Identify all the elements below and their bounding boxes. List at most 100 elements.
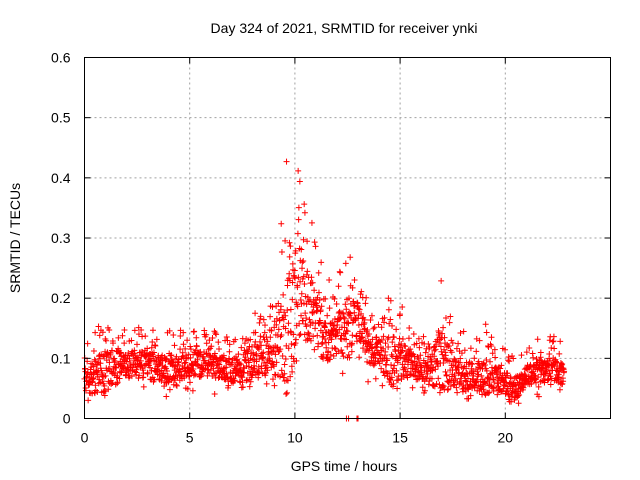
data-point [418, 364, 425, 371]
y-tick-label: 0.5 [51, 110, 71, 126]
data-point [431, 343, 438, 350]
data-point [284, 282, 291, 289]
data-point [428, 375, 435, 382]
data-point [447, 313, 454, 320]
data-point [516, 392, 523, 399]
data-point [271, 371, 278, 378]
data-point [363, 294, 370, 301]
chart-title: Day 324 of 2021, SRMTID for receiver ynk… [211, 20, 478, 36]
data-point [241, 340, 248, 347]
data-point [555, 374, 562, 381]
x-tick-label: 10 [287, 430, 303, 446]
data-point [436, 389, 443, 396]
data-point [406, 325, 413, 332]
data-point [84, 340, 91, 347]
data-point [284, 307, 291, 314]
y-tick-label: 0.6 [51, 50, 71, 66]
data-point [487, 358, 494, 365]
data-point [247, 378, 254, 385]
data-point [360, 321, 367, 328]
data-point [422, 349, 429, 356]
data-point [441, 355, 448, 362]
data-point [301, 281, 308, 288]
data-point [488, 342, 495, 349]
data-point [84, 358, 91, 365]
data-point [292, 275, 299, 282]
data-point [382, 340, 389, 347]
data-point [128, 337, 135, 344]
data-point [312, 325, 319, 332]
data-point [301, 331, 308, 338]
data-point [311, 346, 318, 353]
data-point [261, 329, 268, 336]
data-point [376, 337, 383, 344]
data-point [93, 368, 100, 375]
data-point [415, 355, 422, 362]
data-point [144, 370, 151, 377]
data-point [382, 348, 389, 355]
data-point [191, 328, 198, 335]
data-point [281, 361, 288, 368]
data-point [278, 248, 285, 255]
data-point [368, 357, 375, 364]
x-axis-label: GPS time / hours [291, 458, 398, 474]
data-point [294, 303, 301, 310]
data-point [348, 348, 355, 355]
data-point [287, 373, 294, 380]
data-point [559, 380, 566, 387]
data-point [339, 350, 346, 357]
data-point [556, 350, 563, 357]
data-point [226, 341, 233, 348]
data-point [293, 357, 300, 364]
data-point [306, 332, 313, 339]
data-point [223, 364, 230, 371]
data-point [267, 313, 274, 320]
data-point [286, 239, 293, 246]
data-point [379, 382, 386, 389]
data-point [318, 259, 325, 266]
data-point [289, 260, 296, 267]
data-point [184, 337, 191, 344]
data-point [180, 329, 187, 336]
data-point [341, 315, 348, 322]
data-point [150, 349, 157, 356]
data-point [270, 363, 277, 370]
y-tick-label: 0.4 [51, 170, 71, 186]
data-point [287, 306, 294, 313]
data-point [405, 356, 412, 363]
data-point [356, 306, 363, 313]
x-tick-label: 15 [392, 430, 408, 446]
data-point [307, 337, 314, 344]
data-point [298, 312, 305, 319]
data-point [101, 392, 108, 399]
data-point [260, 354, 267, 361]
data-point [387, 316, 394, 323]
data-point [118, 369, 125, 376]
data-point [304, 268, 311, 275]
data-point [312, 243, 319, 250]
data-point [394, 385, 401, 392]
data-point [387, 377, 394, 384]
data-point [331, 295, 338, 302]
data-point [318, 303, 325, 310]
data-point [215, 339, 222, 346]
data-point [99, 329, 106, 336]
data-point [280, 316, 287, 323]
data-point [482, 321, 489, 328]
data-point [459, 388, 466, 395]
data-point [278, 332, 285, 339]
data-point [425, 340, 432, 347]
data-point [447, 383, 454, 390]
data-point [368, 312, 375, 319]
data-point [231, 378, 238, 385]
data-point [294, 284, 301, 291]
data-point [257, 313, 264, 320]
data-point [301, 209, 308, 216]
data-point [282, 325, 289, 332]
data-point [399, 303, 406, 310]
data-point [299, 265, 306, 272]
data-point [401, 365, 408, 372]
data-point [343, 306, 350, 313]
data-point [458, 378, 465, 385]
data-point [210, 365, 217, 372]
